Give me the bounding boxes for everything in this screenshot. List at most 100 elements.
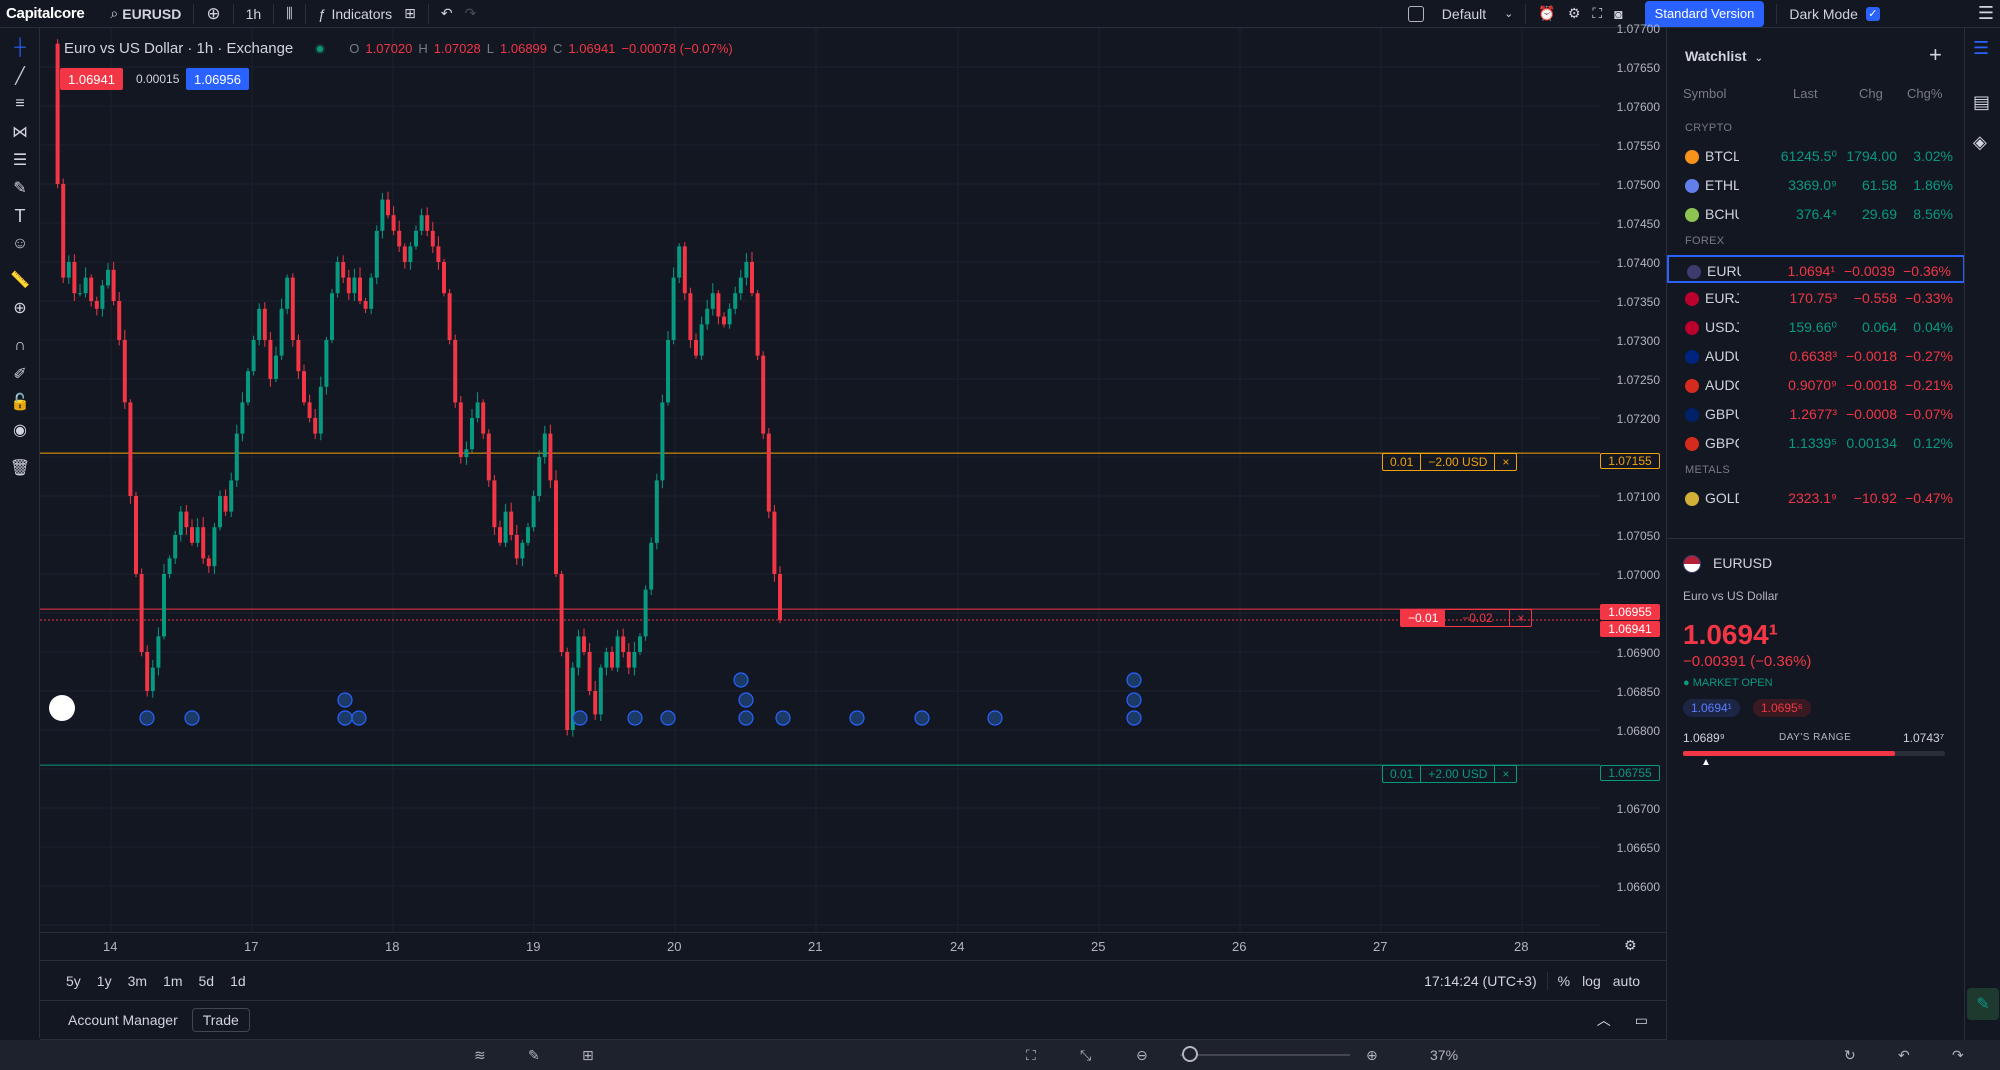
- auto-toggle[interactable]: auto: [1612, 972, 1640, 989]
- add-symbol-icon[interactable]: +: [1929, 42, 1942, 67]
- layout-toggle[interactable]: [1402, 0, 1430, 28]
- zoom-slider[interactable]: [1180, 1054, 1350, 1056]
- dark-mode-toggle[interactable]: Dark Mode ✓: [1783, 0, 1885, 28]
- menu-button[interactable]: ☰: [1972, 0, 2000, 28]
- economic-event-icon[interactable]: [337, 710, 353, 726]
- tv-logo-icon[interactable]: [49, 695, 75, 721]
- grid-icon[interactable]: ⊞: [582, 1046, 594, 1063]
- settings-button[interactable]: ⚙: [1562, 0, 1587, 28]
- layout-select[interactable]: Default ⌄: [1436, 0, 1520, 28]
- buy-button[interactable]: 1.06956: [186, 68, 249, 90]
- trendline-tool[interactable]: ╱: [8, 64, 32, 88]
- compare-button[interactable]: ⊕: [200, 0, 226, 28]
- refresh-icon[interactable]: ↻: [1844, 1046, 1856, 1063]
- sell-button[interactable]: 1.06941: [60, 68, 123, 90]
- economic-event-icon[interactable]: [1126, 692, 1142, 708]
- text-tool[interactable]: T: [8, 204, 32, 228]
- fit-icon[interactable]: ⛶: [1026, 1046, 1036, 1063]
- watchlist-row[interactable]: USDJ 159.66⁰ 0.064 0.04%: [1667, 313, 1965, 341]
- economic-event-icon[interactable]: [184, 710, 200, 726]
- economic-event-icon[interactable]: [337, 692, 353, 708]
- zoom-tool[interactable]: ⊕: [8, 296, 32, 320]
- economic-event-icon[interactable]: [733, 672, 749, 688]
- economic-event-icon[interactable]: [738, 710, 754, 726]
- chevron-up-icon[interactable]: ︿: [1596, 1012, 1611, 1028]
- time-axis[interactable]: ⚙ 14 17 18 19 20 21 24 25 26 27 28: [40, 932, 1666, 958]
- percent-toggle[interactable]: %: [1557, 972, 1571, 989]
- lock-tool[interactable]: 🔓: [8, 390, 32, 414]
- symbol-search[interactable]: ⌕ EURUSD: [104, 0, 187, 28]
- templates-button[interactable]: ⊞: [398, 0, 422, 28]
- watchlist-row[interactable]: GBPC 1.1339⁵ 0.00134 0.12%: [1667, 429, 1965, 457]
- crosshair-tool[interactable]: ┼: [8, 36, 32, 60]
- economic-event-icon[interactable]: [351, 710, 367, 726]
- range-3m[interactable]: 3m: [127, 972, 148, 989]
- economic-event-icon[interactable]: [738, 692, 754, 708]
- price-chart[interactable]: [40, 28, 1606, 998]
- magnet-tool[interactable]: ∩: [8, 334, 32, 358]
- economic-event-icon[interactable]: [775, 710, 791, 726]
- measure-tool[interactable]: 📏: [8, 268, 32, 292]
- standard-version-button[interactable]: Standard Version: [1644, 0, 1765, 27]
- chart-type-button[interactable]: ⫼: [280, 0, 298, 28]
- stop-loss-order[interactable]: 0.01 +2.00 USD ×: [1382, 765, 1518, 783]
- interval-button[interactable]: 1h: [245, 5, 262, 22]
- snapshot-button[interactable]: ◙: [1608, 0, 1628, 28]
- economic-event-icon[interactable]: [660, 710, 676, 726]
- zoom-out-icon[interactable]: ⊖: [1136, 1046, 1148, 1063]
- economic-event-icon[interactable]: [987, 710, 1003, 726]
- col-last[interactable]: Last: [1793, 86, 1818, 101]
- range-1d[interactable]: 1d: [230, 972, 246, 989]
- watchlist-title[interactable]: Watchlist ⌄: [1685, 48, 1763, 64]
- pattern-tool[interactable]: ⋈: [8, 120, 32, 144]
- col-chgp[interactable]: Chg%: [1907, 86, 1943, 101]
- economic-event-icon[interactable]: [139, 710, 155, 726]
- fib-tool[interactable]: ☰: [8, 148, 32, 172]
- economic-event-icon[interactable]: [914, 710, 930, 726]
- zoom-in-icon[interactable]: ⊕: [1366, 1046, 1378, 1063]
- close-icon[interactable]: ×: [1494, 453, 1516, 471]
- layers-icon[interactable]: ◈: [1973, 132, 1987, 152]
- watchlist-row[interactable]: EURJ 170.75³ −0.558 −0.33%: [1667, 284, 1965, 312]
- log-toggle[interactable]: log: [1582, 972, 1601, 989]
- undo-icon[interactable]: ↶: [1898, 1046, 1910, 1063]
- watchlist-row[interactable]: AUDU 0.6638³ −0.0018 −0.27%: [1667, 342, 1965, 370]
- edit-icon[interactable]: ✎: [528, 1046, 540, 1063]
- price-axis[interactable]: 1.07700 1.07650 1.07600 1.07550 1.07500 1.074…: [1600, 22, 1666, 938]
- shrink-icon[interactable]: ⤡: [1080, 1046, 1092, 1063]
- position-order[interactable]: −0.01 −0.02 ×: [1400, 609, 1533, 627]
- watchlist-row[interactable]: EURU 1.0694¹ −0.0039 −0.36%: [1667, 255, 1965, 283]
- account-manager-tab[interactable]: Account Manager: [68, 1012, 178, 1028]
- detail-bid[interactable]: 1.0694¹: [1683, 699, 1740, 717]
- hide-tool[interactable]: ◉: [8, 418, 32, 442]
- candlestick-chart[interactable]: [40, 28, 1606, 932]
- economic-event-icon[interactable]: [849, 710, 865, 726]
- remove-tool[interactable]: 🗑: [8, 456, 32, 480]
- details-icon[interactable]: ▤: [1973, 92, 1991, 112]
- fullscreen-button[interactable]: ⛶: [1586, 0, 1608, 28]
- watchlist-row[interactable]: GOLD 2323.1⁹ −10.92 −0.47%: [1667, 484, 1965, 512]
- range-5y[interactable]: 5y: [66, 972, 81, 989]
- layers-icon[interactable]: ≋: [474, 1046, 486, 1063]
- close-icon[interactable]: ×: [1494, 765, 1516, 783]
- axis-settings-icon[interactable]: ⚙: [1624, 937, 1637, 953]
- range-1m[interactable]: 1m: [163, 972, 183, 989]
- col-chg[interactable]: Chg: [1859, 86, 1883, 101]
- alert-button[interactable]: ⏰: [1532, 0, 1561, 28]
- clock[interactable]: 17:14:24 (UTC+3): [1424, 972, 1537, 989]
- redo-button[interactable]: ↷: [459, 0, 483, 28]
- indicators-button[interactable]: ƒ Indicators: [312, 0, 399, 28]
- zoom-slider-handle[interactable]: [1182, 1046, 1198, 1062]
- close-icon[interactable]: ×: [1509, 609, 1531, 627]
- economic-event-icon[interactable]: [572, 710, 588, 726]
- undo-button[interactable]: ↶: [435, 0, 459, 28]
- range-1y[interactable]: 1y: [96, 972, 112, 989]
- brand-logo[interactable]: Capitalcore: [6, 5, 85, 22]
- trade-icon[interactable]: ✎: [1967, 988, 1999, 1020]
- range-5d[interactable]: 5d: [198, 972, 215, 989]
- economic-event-icon[interactable]: [1126, 710, 1142, 726]
- economic-event-icon[interactable]: [627, 710, 643, 726]
- stay-drawing-tool[interactable]: ✐: [8, 362, 32, 386]
- detail-ask[interactable]: 1.0695⁶: [1753, 699, 1811, 717]
- col-symbol[interactable]: Symbol: [1683, 86, 1727, 101]
